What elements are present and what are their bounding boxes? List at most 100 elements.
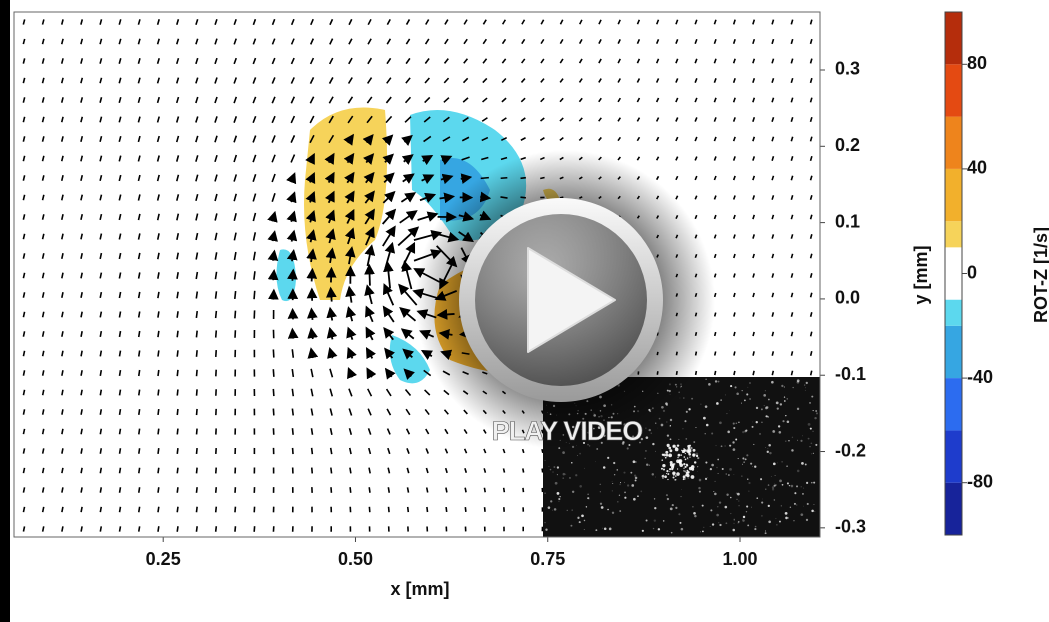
particle [771,488,775,491]
velocity-vector [195,96,199,104]
velocity-vector [176,506,179,513]
x-tick-label: 0.75 [530,549,565,569]
velocity-vector [462,97,469,103]
velocity-vector [559,78,564,83]
play-button[interactable]: PLAY VIDEO [415,150,715,450]
velocity-vector [214,506,218,513]
velocity-vector [99,116,103,123]
particle [664,456,667,459]
velocity-vector [80,233,84,240]
particle [727,430,730,434]
velocity-vector [195,389,198,396]
velocity-vector [325,247,337,264]
velocity-vector [694,58,698,64]
velocity-vector [364,263,375,286]
velocity-vector [752,351,755,356]
particle [548,466,550,467]
particle [796,407,800,411]
particle [668,467,672,471]
velocity-vector [330,467,333,474]
velocity-vector [272,369,275,377]
particle [791,449,794,452]
particle [630,471,633,474]
velocity-vector [41,506,45,513]
velocity-vector [365,326,376,341]
particle [634,460,637,463]
velocity-vector [732,156,736,161]
velocity-vector [694,19,698,25]
particle [732,422,735,425]
velocity-vector [348,57,353,65]
velocity-vector [99,19,103,25]
velocity-vector [99,409,103,415]
velocity-vector [381,208,397,225]
particle [634,479,637,482]
velocity-vector [655,117,660,122]
velocity-vector [60,38,64,45]
velocity-vector [137,330,141,338]
velocity-vector [733,273,736,278]
velocity-vector [344,171,355,184]
velocity-vector [80,194,84,201]
particle [741,463,744,465]
velocity-vector [290,135,296,143]
velocity-vector [22,292,26,298]
particle [711,432,714,435]
particle [716,513,719,517]
particle [803,505,804,507]
velocity-vector [752,175,756,181]
particle [661,459,664,461]
velocity-vector [386,18,391,26]
particle [800,439,803,442]
velocity-vector [80,213,84,221]
play-label[interactable]: PLAY VIDEO [491,416,643,447]
velocity-vector [22,311,26,318]
particle [765,415,768,418]
velocity-vector [790,156,794,161]
velocity-vector [713,58,717,64]
particle [578,521,581,524]
velocity-vector [444,448,449,454]
velocity-vector [267,249,279,262]
particle [698,490,701,493]
velocity-vector [483,487,486,493]
velocity-vector [383,326,395,341]
velocity-vector [368,447,372,455]
velocity-vector [22,136,26,142]
velocity-vector [326,286,337,302]
play-icon[interactable] [527,247,616,353]
velocity-vector [306,307,318,320]
particle [669,507,673,511]
particle [704,433,706,435]
velocity-vector [367,428,372,435]
particle [571,461,573,464]
particle [658,417,661,420]
particle [690,446,693,450]
velocity-vector [309,115,315,124]
particle [684,452,686,455]
particle [686,449,690,453]
velocity-vector [501,58,507,64]
particle [650,432,653,434]
particle [791,436,794,439]
particle [652,527,655,530]
velocity-vector [156,194,160,201]
velocity-vector [60,116,64,123]
velocity-vector [655,58,660,64]
velocity-vector [99,370,103,376]
particle [797,439,799,441]
particle [812,430,814,432]
velocity-vector [694,136,698,142]
velocity-vector [286,229,298,242]
velocity-vector [118,389,122,396]
velocity-vector [540,38,545,45]
velocity-vector [214,252,218,260]
particle [762,498,763,500]
particle [672,444,676,448]
particle [688,452,692,456]
velocity-vector [305,229,317,243]
colorbar-tick-label: -40 [967,367,993,387]
particle [700,531,701,533]
particle [774,482,775,484]
